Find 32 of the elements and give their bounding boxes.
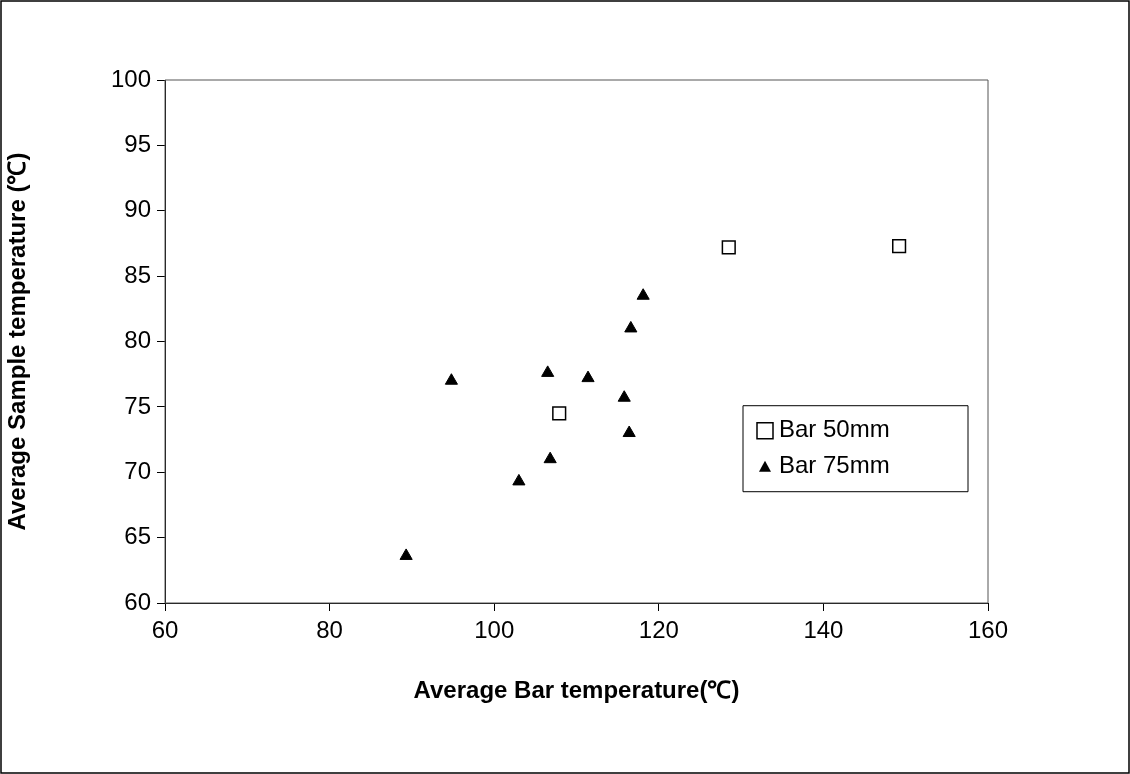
- x-tick-label: 140: [803, 616, 844, 644]
- point: [444, 373, 458, 385]
- x-tick-label: 60: [151, 616, 179, 644]
- point: [617, 390, 631, 402]
- x-tick-label: 100: [474, 616, 515, 644]
- point: [892, 238, 907, 254]
- y-tick-label: 80: [124, 326, 151, 354]
- point: [581, 370, 595, 383]
- x-tick-label: 80: [316, 616, 343, 644]
- y-tick-label: 75: [124, 391, 151, 419]
- legend-label: Bar 75mm: [779, 451, 890, 479]
- y-tick-label: 70: [124, 456, 151, 484]
- point: [622, 425, 636, 438]
- point: [721, 240, 736, 255]
- y-tick-label: 85: [124, 260, 151, 288]
- x-tick-label: 160: [967, 616, 1009, 644]
- y-tick-label: 65: [124, 522, 151, 550]
- point: [399, 548, 413, 560]
- y-axis-title: Average Sample temperature (℃): [3, 152, 31, 531]
- y-tick-label: 90: [124, 195, 151, 223]
- y-tick-label: 95: [124, 130, 151, 157]
- point: [543, 451, 557, 464]
- y-tick-label: 60: [124, 587, 151, 615]
- point: [552, 406, 567, 421]
- point: [624, 320, 638, 333]
- x-tick-label: 120: [638, 616, 679, 644]
- y-tick-label: 100: [110, 64, 151, 92]
- point: [512, 473, 526, 486]
- point: [541, 365, 555, 377]
- point: [636, 288, 650, 300]
- x-axis-title: Average Bar temperature(℃): [413, 676, 740, 704]
- legend-label: Bar 50mm: [779, 415, 890, 443]
